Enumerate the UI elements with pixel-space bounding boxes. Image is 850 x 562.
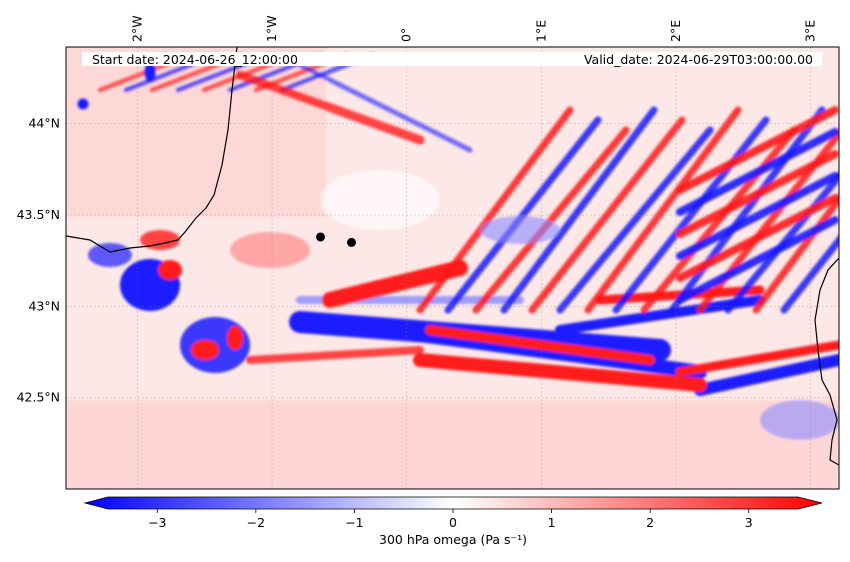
- title-strip: [82, 52, 822, 66]
- latitude-tick-labels: 44°N 43.5°N 43°N 42.5°N: [17, 116, 60, 405]
- valid-date-text: Valid_date: 2024-06-29T03:00:00.00: [584, 52, 813, 67]
- coastline: [66, 47, 839, 466]
- marker-point-a: [316, 232, 326, 242]
- coastline-east: [814, 257, 839, 466]
- colorbar-tick-label: 3: [745, 515, 753, 530]
- lat-tick-label: 43°N: [28, 298, 60, 313]
- lon-tick-label: 1°E: [533, 20, 548, 42]
- lon-tick-label: 0°: [399, 28, 414, 42]
- map-frame: [65, 46, 840, 490]
- omega-field: [66, 47, 839, 489]
- lon-tick-label: 3°E: [803, 20, 818, 42]
- lat-tick-label: 43.5°N: [17, 207, 60, 222]
- colorbar-gradient: [85, 497, 822, 509]
- colorbar-tick-label: −1: [345, 515, 363, 530]
- gridlines: [66, 47, 839, 489]
- marker-point-b: [346, 237, 356, 247]
- lon-tick-label: 2°W: [129, 15, 144, 42]
- colorbar-tick-label: 2: [646, 515, 654, 530]
- colorbar-tick-label: −3: [148, 515, 166, 530]
- coastline-west: [66, 47, 238, 253]
- lon-tick-label: 1°W: [264, 15, 279, 42]
- colorbar-outline: [83, 496, 823, 510]
- colorbar: −3 −2 −1 0 1 2 3 300 hPa omega (Pa s⁻¹): [83, 496, 823, 547]
- colorbar-tick-label: 0: [449, 515, 457, 530]
- lon-tick-label: 2°E: [668, 20, 683, 42]
- longitude-tick-labels: 2°W 1°W 0° 1°E 2°E 3°E: [129, 15, 817, 42]
- lat-tick-label: 42.5°N: [17, 390, 60, 405]
- colorbar-tick-label: −2: [247, 515, 265, 530]
- markers: [316, 232, 356, 247]
- colorbar-tick-label: 1: [548, 515, 556, 530]
- colorbar-ticks: −3 −2 −1 0 1 2 3: [148, 509, 753, 530]
- lat-tick-label: 44°N: [28, 116, 60, 131]
- colorbar-label: 300 hPa omega (Pa s⁻¹): [379, 532, 527, 547]
- start-date-text: Start date: 2024-06-26_12:00:00: [92, 52, 298, 67]
